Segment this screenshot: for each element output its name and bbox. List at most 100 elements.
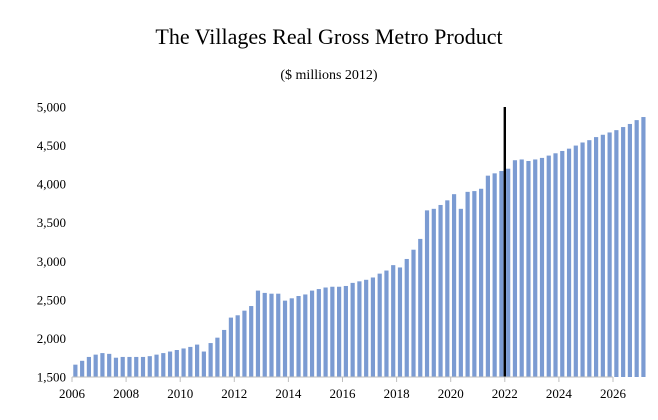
x-tick-label: 2012 [221,386,247,401]
y-tick-label: 1,500 [37,370,66,385]
bar-17 [188,346,193,377]
bar-35 [309,290,315,377]
bar-60 [479,188,484,377]
bar-29 [269,293,274,377]
bar-18 [195,344,200,377]
x-tick-label: 2018 [384,386,410,401]
bar-77 [594,137,599,377]
bar-62 [492,173,497,377]
y-tick-label: 3,500 [37,215,66,230]
bar-7 [120,356,125,377]
bar-55 [445,200,450,377]
bar-65 [512,160,518,377]
bar-41 [350,282,355,377]
bar-74 [573,145,578,377]
bar-33 [296,296,301,377]
bar-53 [431,208,436,377]
x-tick-label: 2014 [275,386,302,401]
bar-82 [627,123,632,377]
bar-10 [140,356,146,377]
bar-84 [641,117,646,377]
x-tick-label: 2006 [59,386,86,401]
bar-67 [526,161,531,377]
bar-39 [337,286,342,377]
bar-22 [222,329,227,377]
bar-68 [533,159,538,377]
bar-9 [134,356,139,377]
bar-57 [458,208,463,377]
x-tick-label: 2026 [600,386,627,401]
bar-76 [587,140,592,377]
bar-38 [330,286,335,377]
bar-51 [418,238,423,377]
bar-25 [242,310,247,377]
bar-1 [80,360,85,377]
bar-69 [539,157,545,377]
bar-6 [113,357,119,377]
x-tick-label: 2016 [330,386,357,401]
bar-3 [93,354,98,377]
y-tick-label: 3,000 [37,254,66,269]
bar-19 [201,351,206,377]
x-tick-label: 2010 [167,386,193,401]
bar-30 [276,293,281,377]
bar-16 [181,348,186,377]
bar-32 [289,298,294,377]
bar-21 [215,337,220,377]
bar-64 [506,168,511,377]
bar-63 [499,171,504,377]
bar-12 [154,354,159,377]
bar-2 [86,356,91,377]
bar-26 [249,306,254,377]
bar-34 [303,294,308,377]
bar-61 [485,175,490,377]
bar-56 [451,194,457,377]
bar-37 [323,287,328,377]
bar-50 [411,249,416,377]
bar-36 [316,289,321,377]
y-tick-label: 4,000 [37,177,66,192]
bar-40 [343,285,348,377]
bar-5 [107,353,112,377]
bar-79 [607,132,612,377]
chart-title: The Villages Real Gross Metro Product [155,24,503,49]
bar-14 [167,351,173,377]
bar-78 [600,134,605,377]
bar-31 [282,300,288,377]
bar-49 [404,258,409,377]
bar-48 [397,267,403,377]
y-tick-label: 2,500 [37,292,66,307]
bar-series [73,117,646,378]
bar-71 [553,153,558,377]
bar-54 [438,204,443,377]
bar-83 [634,120,639,378]
bar-8 [127,356,132,377]
bar-46 [384,270,389,377]
bar-45 [377,273,382,377]
bar-81 [621,127,626,377]
bar-20 [208,343,213,377]
bar-52 [424,210,430,377]
bar-23 [228,317,234,377]
bar-47 [391,265,396,377]
bar-70 [546,155,551,377]
bar-58 [465,191,470,377]
bar-75 [580,142,585,377]
bar-24 [235,315,240,377]
bar-44 [370,277,376,377]
bar-28 [262,292,267,377]
bar-11 [147,356,152,377]
bar-42 [357,281,362,377]
bar-72 [560,150,565,377]
bar-80 [614,130,619,377]
bar-27 [255,290,261,377]
x-tick-label: 2020 [438,386,464,401]
axes: 1,500 2,000 2,500 3,000 3,500 4,000 4,500 5,000… [37,100,627,402]
y-tick-label: 4,500 [37,138,66,153]
bar-43 [364,279,369,377]
y-tick-label: 2,000 [37,331,66,346]
bar-66 [519,159,524,377]
chart-subtitle: ($ millions 2012) [280,68,378,83]
